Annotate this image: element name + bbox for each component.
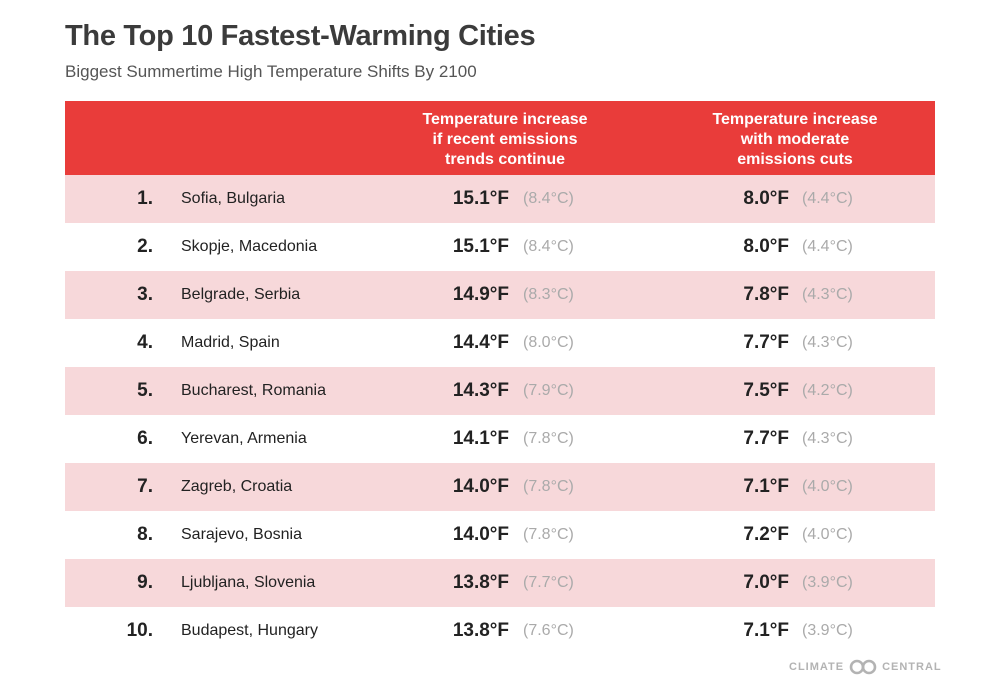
moderate-fahrenheit-cell: 7.2°F (743, 524, 789, 545)
trend-fahrenheit-cell: 13.8°F (452, 620, 509, 641)
header-moderate-cuts: Temperature increase with moderate emiss… (685, 110, 905, 170)
header-emissions-continue: Temperature increase if recent emissions… (395, 110, 615, 170)
rank-cell: 3. (137, 284, 153, 305)
moderate-fahrenheit-cell: 7.1°F (743, 476, 789, 497)
trend-fahrenheit-cell: 14.0°F (452, 524, 509, 545)
moderate-celsius-cell: (4.3°C) (802, 430, 853, 447)
table-row: 5. Bucharest, Romania 14.3°F (7.9°C) 7.5°F (4… (65, 367, 935, 415)
rank-cell: 6. (137, 428, 153, 449)
rank-cell: 8. (137, 524, 153, 545)
table-row: 4. Madrid, Spain 14.4°F (8.0°C) 7.7°F (4.3°C) (65, 319, 935, 367)
city-cell: Bucharest, Romania (181, 382, 326, 399)
city-cell: Sarajevo, Bosnia (181, 526, 302, 543)
trend-celsius-cell: (8.0°C) (523, 334, 574, 351)
table-row: 1. Sofia, Bulgaria 15.1°F (8.4°C) 8.0°F (4.4°… (65, 175, 935, 223)
trend-fahrenheit-cell: 14.1°F (452, 428, 509, 449)
header-line: trends continue (444, 151, 565, 168)
table-body: 1. Sofia, Bulgaria 15.1°F (8.4°C) 8.0°F (4.4°… (65, 175, 935, 655)
moderate-fahrenheit-cell: 8.0°F (743, 236, 789, 257)
trend-celsius-cell: (7.9°C) (523, 382, 574, 399)
table-header: Temperature increase if recent emissions… (65, 101, 935, 175)
header-line: if recent emissions (432, 131, 578, 148)
trend-fahrenheit-cell: 13.8°F (452, 572, 509, 593)
city-cell: Zagreb, Croatia (181, 478, 293, 495)
trend-celsius-cell: (7.7°C) (523, 574, 574, 591)
city-cell: Sofia, Bulgaria (181, 190, 286, 207)
rank-cell: 10. (126, 620, 153, 641)
rank-cell: 5. (137, 380, 153, 401)
city-cell: Skopje, Macedonia (181, 238, 318, 255)
moderate-celsius-cell: (3.9°C) (802, 574, 853, 591)
header-line: Temperature increase (422, 111, 588, 128)
moderate-celsius-cell: (4.4°C) (802, 238, 853, 255)
city-cell: Budapest, Hungary (181, 622, 318, 639)
moderate-celsius-cell: (4.0°C) (802, 478, 853, 495)
logo-rings-icon (849, 659, 877, 675)
trend-celsius-cell: (7.8°C) (523, 526, 574, 543)
city-cell: Belgrade, Serbia (181, 286, 301, 303)
trend-celsius-cell: (8.4°C) (523, 190, 574, 207)
moderate-celsius-cell: (4.4°C) (802, 190, 853, 207)
moderate-celsius-cell: (4.3°C) (802, 334, 853, 351)
moderate-fahrenheit-cell: 7.0°F (743, 572, 789, 593)
header-line: Temperature increase (712, 111, 878, 128)
city-cell: Madrid, Spain (181, 334, 280, 351)
trend-fahrenheit-cell: 15.1°F (452, 236, 509, 257)
chart-title: The Top 10 Fastest-Warming Cities (65, 20, 536, 52)
chart-subtitle: Biggest Summertime High Temperature Shif… (65, 62, 477, 81)
trend-fahrenheit-cell: 14.3°F (452, 380, 509, 401)
table-row: 9. Ljubljana, Slovenia 13.8°F (7.7°C) 7.0°F (… (65, 559, 935, 607)
moderate-fahrenheit-cell: 7.5°F (743, 380, 789, 401)
moderate-fahrenheit-cell: 7.8°F (743, 284, 789, 305)
table-row: 3. Belgrade, Serbia 14.9°F (8.3°C) 7.8°F (4.3… (65, 271, 935, 319)
trend-celsius-cell: (7.8°C) (523, 478, 574, 495)
moderate-celsius-cell: (4.0°C) (802, 526, 853, 543)
header-line: emissions cuts (737, 151, 853, 168)
moderate-fahrenheit-cell: 8.0°F (743, 188, 789, 209)
table-row: 2. Skopje, Macedonia 15.1°F (8.4°C) 8.0°F (4.… (65, 223, 935, 271)
trend-celsius-cell: (7.8°C) (523, 430, 574, 447)
table-row: 10. Budapest, Hungary 13.8°F (7.6°C) 7.1°F (3… (65, 607, 935, 655)
rank-cell: 1. (137, 188, 153, 209)
moderate-fahrenheit-cell: 7.7°F (743, 428, 789, 449)
moderate-celsius-cell: (3.9°C) (802, 622, 853, 639)
trend-celsius-cell: (8.3°C) (523, 286, 574, 303)
data-table: Temperature increase if recent emissions… (65, 101, 935, 655)
moderate-fahrenheit-cell: 7.1°F (743, 620, 789, 641)
header-line: with moderate (740, 131, 850, 148)
trend-fahrenheit-cell: 15.1°F (452, 188, 509, 209)
table-row: 8. Sarajevo, Bosnia 14.0°F (7.8°C) 7.2°F (4.0… (65, 511, 935, 559)
trend-fahrenheit-cell: 14.0°F (452, 476, 509, 497)
moderate-celsius-cell: (4.2°C) (802, 382, 853, 399)
rank-cell: 9. (137, 572, 153, 593)
trend-celsius-cell: (8.4°C) (523, 238, 574, 255)
city-cell: Ljubljana, Slovenia (181, 574, 316, 591)
moderate-fahrenheit-cell: 7.7°F (743, 332, 789, 353)
rank-cell: 7. (137, 476, 153, 497)
table-row: 6. Yerevan, Armenia 14.1°F (7.8°C) 7.7°F (4.3… (65, 415, 935, 463)
city-cell: Yerevan, Armenia (181, 430, 307, 447)
rank-cell: 2. (137, 236, 153, 257)
logo-text-left: CLIMATE (789, 661, 845, 673)
climate-central-logo: CLIMATE CENTRAL (789, 659, 942, 675)
logo-text-right: CENTRAL (882, 661, 942, 673)
trend-fahrenheit-cell: 14.4°F (452, 332, 509, 353)
table-row: 7. Zagreb, Croatia 14.0°F (7.8°C) 7.1°F (4.0°… (65, 463, 935, 511)
moderate-celsius-cell: (4.3°C) (802, 286, 853, 303)
trend-fahrenheit-cell: 14.9°F (452, 284, 509, 305)
rank-cell: 4. (137, 332, 153, 353)
trend-celsius-cell: (7.6°C) (523, 622, 574, 639)
